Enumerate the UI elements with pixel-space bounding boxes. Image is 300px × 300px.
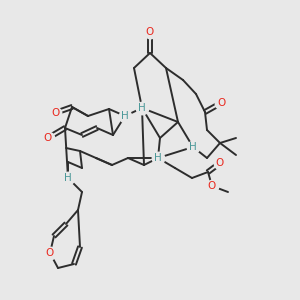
Text: O: O bbox=[146, 27, 154, 37]
Text: O: O bbox=[208, 181, 216, 191]
Text: H: H bbox=[189, 142, 197, 152]
Text: H: H bbox=[154, 153, 162, 163]
Text: H: H bbox=[121, 111, 129, 121]
Text: O: O bbox=[216, 158, 224, 168]
Text: H: H bbox=[138, 103, 146, 113]
Text: O: O bbox=[44, 133, 52, 143]
Text: O: O bbox=[46, 248, 54, 258]
Text: H: H bbox=[64, 173, 72, 183]
Text: O: O bbox=[51, 108, 59, 118]
Text: O: O bbox=[217, 98, 225, 108]
